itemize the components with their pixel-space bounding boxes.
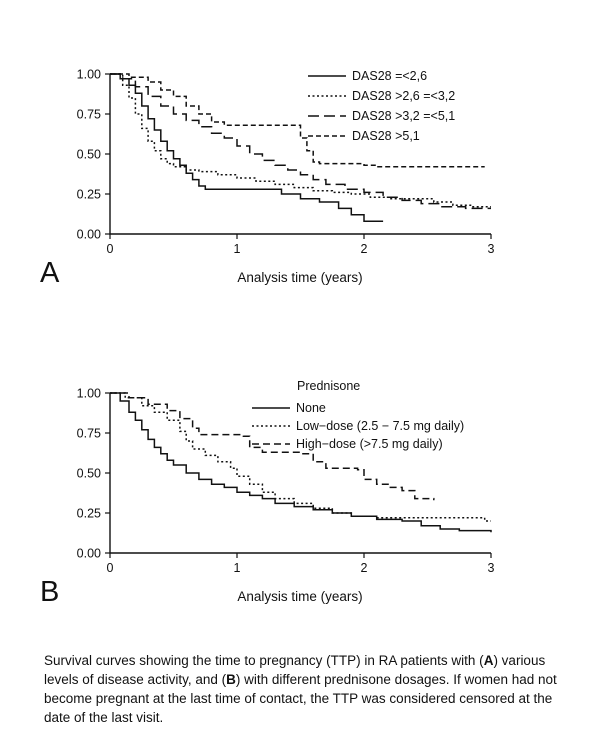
y-tick-label: 0.75 [77,108,101,122]
panel-a-footer: A Analysis time (years) [40,257,560,303]
legend-label-1: DAS28 >2,6 =<3,2 [352,89,455,103]
caption-text-3: ) with different prednisone dosages. If … [44,671,557,725]
x-tick-label: 1 [234,561,241,575]
y-tick-label: 0.00 [77,547,101,561]
series-line-1 [110,392,491,522]
series-line-0 [110,392,492,533]
caption-bold-a: A [483,653,494,668]
x-tick-label: 1 [234,242,241,256]
x-tick-label: 0 [107,242,114,256]
y-tick-label: 0.50 [77,148,101,162]
legend-label-2: High−dose (>7.5 mg daily) [296,437,443,451]
y-tick-label: 1.00 [77,68,101,82]
x-tick-label: 3 [488,561,495,575]
series-line-0 [110,73,384,222]
y-tick-label: 0.50 [77,467,101,481]
panel-b-footer: B Analysis time (years) [40,576,560,622]
figure-caption: Survival curves showing the time to preg… [44,652,568,728]
caption-bold-b: B [226,671,236,687]
panel-b-xaxis-title: Analysis time (years) [237,589,363,604]
panel-b-chart: 0.00 0.25 0.50 0.75 1.00 0 1 2 3 Prednisone None Lo… [77,379,495,575]
legend-label-0: DAS28 =<2,6 [352,69,427,83]
y-tick-label: 1.00 [77,387,101,401]
panel-a: 0.00 0.25 0.50 0.75 1.00 0 1 2 3 DAS28 =<2,6 DAS28… [40,0,608,303]
panel-a-xaxis-title: Analysis time (years) [237,270,363,285]
panel-a-label: A [40,257,60,289]
x-tick-label: 0 [107,561,114,575]
x-tick-label: 2 [361,561,368,575]
y-tick-label: 0.75 [77,427,101,441]
panel-b-label: B [40,576,60,608]
panel-a-chart: 0.00 0.25 0.50 0.75 1.00 0 1 2 3 DAS28 =<2,6 DAS28… [77,68,495,257]
legend-label-1: Low−dose (2.5 − 7.5 mg daily) [296,419,464,433]
legend-title: Prednisone [297,379,360,393]
series-line-3 [110,73,485,168]
legend-label-3: DAS28 >5,1 [352,129,420,143]
series-line-2 [110,73,491,210]
series-line-2 [110,392,435,501]
legend-label-2: DAS28 >3,2 =<5,1 [352,109,455,123]
caption-text-1: Survival curves showing the time to preg… [44,653,484,668]
legend-label-0: None [296,401,326,415]
caption-text-2: ) various levels of disease activity, an… [44,653,546,687]
series-line-1 [110,73,491,208]
x-tick-label: 3 [488,242,495,256]
x-tick-label: 2 [361,242,368,256]
panel-b: 0.00 0.25 0.50 0.75 1.00 0 1 2 3 Prednisone None Lo… [40,303,608,622]
y-tick-label: 0.25 [77,507,101,521]
y-tick-label: 0.00 [77,228,101,242]
y-tick-label: 0.25 [77,188,101,202]
